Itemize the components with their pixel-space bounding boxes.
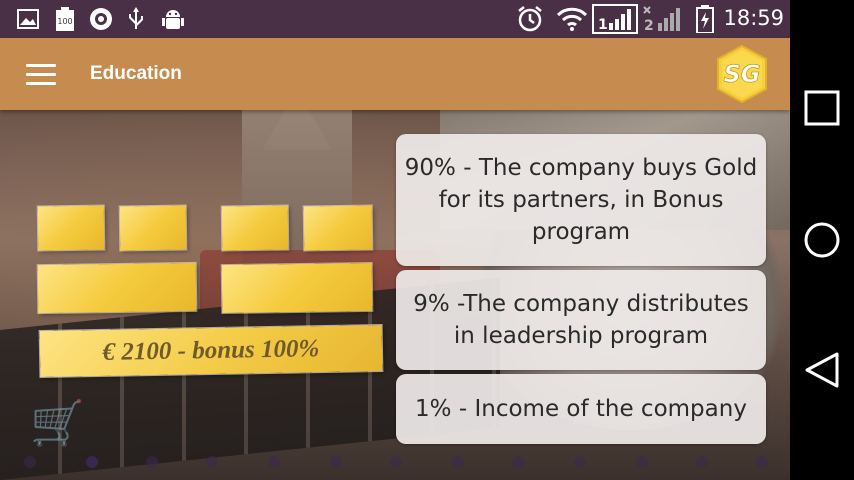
page-dot[interactable] [330, 456, 342, 468]
gold-bar-small [303, 205, 373, 251]
page-indicator [0, 456, 790, 470]
shopping-cart-icon: 🛒 [30, 398, 85, 449]
signal-sim1-icon: 1 [592, 4, 638, 34]
page-title: Education [90, 63, 182, 84]
svg-text:SG: SG [724, 60, 761, 88]
battery-100-icon: 100 [54, 7, 76, 31]
gold-bar-small [221, 205, 289, 251]
page-dot[interactable] [390, 456, 402, 468]
page-dot[interactable] [268, 456, 280, 468]
gold-bar-small [37, 205, 105, 251]
status-bar: 100 1 2 18:59 [0, 0, 790, 38]
info-box-text: 1% - Income of the company [415, 396, 747, 422]
signal-sim2-icon: 2 [642, 6, 686, 33]
battery-charging-icon [694, 5, 716, 33]
info-box-leadership: 9% -The company distributes in leadershi… [396, 270, 766, 370]
info-box-income: 1% - Income of the company [396, 374, 766, 444]
image-icon [16, 7, 40, 31]
info-box-text: 90% - The company buys Gold for its part… [404, 155, 758, 245]
page-dot[interactable] [206, 456, 218, 468]
hamburger-menu-icon[interactable] [26, 64, 56, 86]
info-box-gold-purchase: 90% - The company buys Gold for its part… [396, 134, 766, 266]
recent-apps-icon[interactable] [802, 88, 842, 128]
gold-bar-large [37, 262, 197, 314]
page-dot[interactable] [24, 456, 36, 468]
svg-text:1: 1 [598, 17, 608, 33]
bonus-gold-bar: € 2100 - bonus 100% [39, 325, 383, 377]
alarm-icon [515, 6, 545, 32]
wifi-icon [555, 7, 589, 31]
app-bar: Education SG [0, 38, 790, 110]
back-icon[interactable] [802, 350, 842, 390]
page-dot[interactable] [512, 456, 524, 468]
page-dot[interactable] [146, 456, 158, 468]
system-nav-bar [790, 0, 854, 480]
usb-icon [126, 7, 146, 31]
page-dot[interactable] [86, 456, 98, 468]
page-dot[interactable] [756, 456, 768, 468]
main-content: 🛒 € 2100 - bonus 100% 90% - The company … [0, 110, 790, 480]
bonus-label: € 2100 - bonus 100% [102, 335, 320, 366]
page-dot[interactable] [636, 456, 648, 468]
page-dot[interactable] [452, 456, 464, 468]
android-debug-icon [160, 7, 186, 31]
svg-text:100: 100 [57, 17, 72, 26]
sg-app-icon [88, 7, 114, 31]
page-dot[interactable] [696, 456, 708, 468]
clock: 18:59 [723, 6, 784, 30]
info-box-text: 9% -The company distributes in leadershi… [413, 291, 749, 349]
gold-bar-large [221, 262, 373, 314]
gold-bar-small [119, 205, 187, 251]
home-icon[interactable] [802, 220, 842, 260]
page-dot[interactable] [574, 456, 586, 468]
svg-text:2: 2 [644, 18, 654, 33]
sg-logo[interactable]: SG [716, 44, 768, 104]
